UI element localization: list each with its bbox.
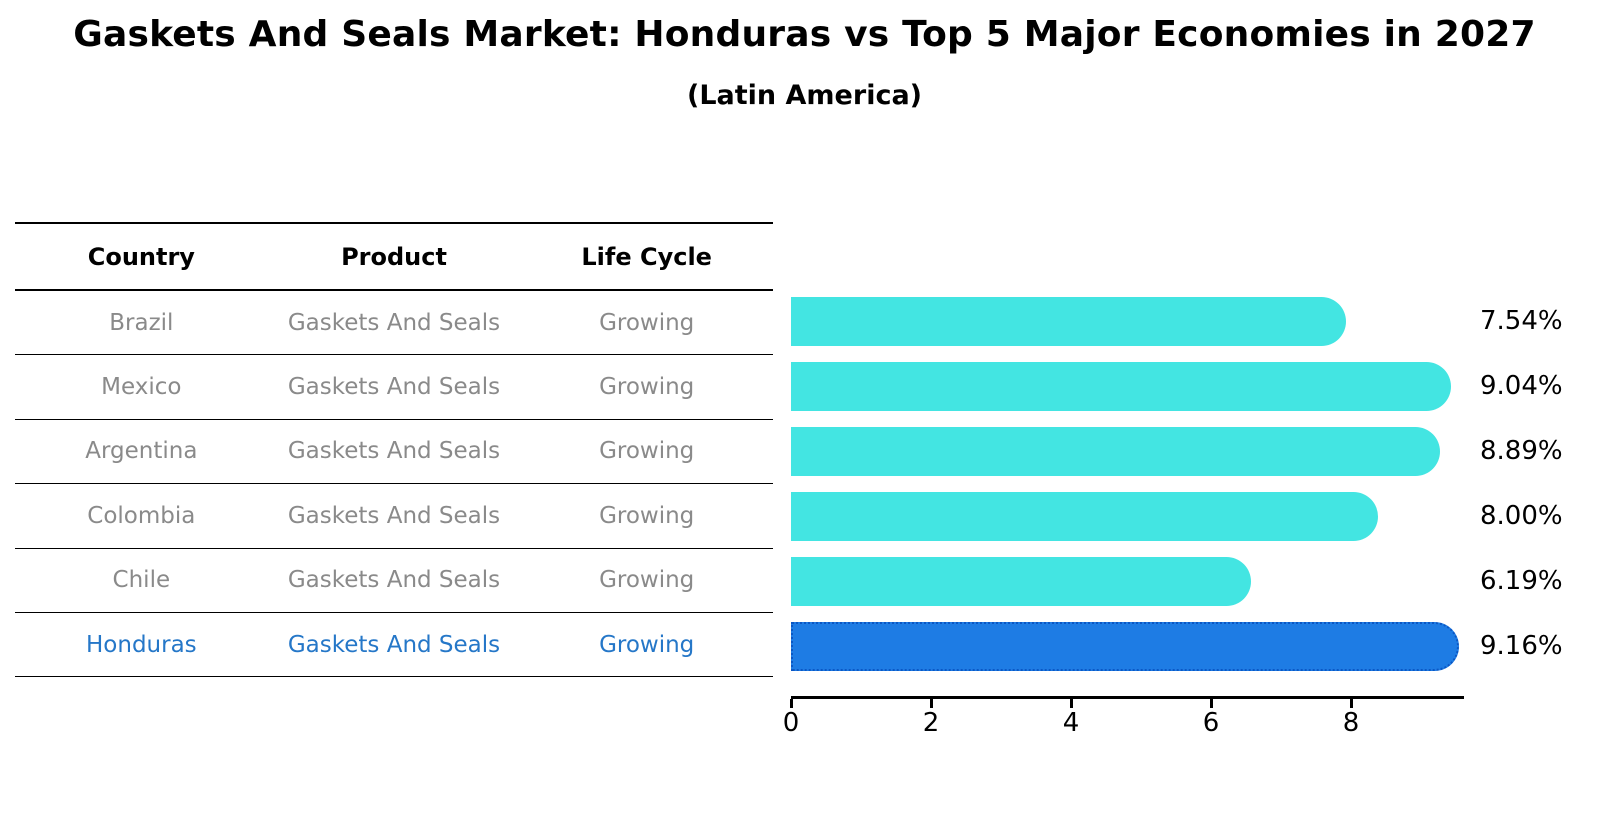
bar-brazil	[791, 297, 1346, 346]
table-row-honduras: Honduras Gaskets And Seals Growing	[15, 613, 773, 678]
bar-mexico	[791, 362, 1451, 411]
table-row-colombia: Colombia Gaskets And Seals Growing	[15, 484, 773, 549]
table-header-product: Product	[341, 242, 447, 271]
value-label-mexico: 9.04%	[1480, 371, 1563, 401]
country-cell: Chile	[112, 567, 171, 594]
x-tick-6	[1210, 699, 1213, 708]
x-tick-label-4: 4	[1062, 708, 1080, 738]
life-cycle-cell: Growing	[599, 567, 695, 594]
bar-argentina	[791, 427, 1441, 476]
country-comparison-table: Country Product Life Cycle Brazil Gaskets A…	[15, 222, 773, 678]
x-tick-8	[1350, 699, 1353, 708]
table-row-mexico: Mexico Gaskets And Seals Growing	[15, 355, 773, 420]
value-label-argentina: 8.89%	[1480, 436, 1563, 466]
table-body: Brazil Gaskets And Seals Growing Mexico Gask…	[15, 291, 773, 678]
bar-row-mexico: 9.04%	[791, 354, 1609, 419]
product-cell: Gaskets And Seals	[287, 567, 501, 594]
bar-colombia	[791, 492, 1378, 541]
life-cycle-cell: Growing	[599, 502, 695, 529]
x-tick-2	[930, 699, 933, 708]
life-cycle-cell: Growing	[599, 438, 695, 465]
country-cell: Honduras	[86, 631, 197, 658]
x-tick-label-8: 8	[1342, 708, 1360, 738]
x-tick-4	[1070, 699, 1073, 708]
product-cell: Gaskets And Seals	[287, 502, 501, 529]
bar-row-chile: 6.19%	[791, 549, 1609, 614]
bar-chile	[791, 557, 1252, 606]
bar-row-brazil: 7.54%	[791, 289, 1609, 354]
value-label-brazil: 7.54%	[1480, 306, 1563, 336]
x-tick-0	[790, 699, 793, 708]
value-label-honduras: 9.16%	[1480, 631, 1563, 661]
bar-row-honduras: 9.16%	[791, 614, 1609, 679]
x-axis-line	[791, 696, 1465, 699]
product-cell: Gaskets And Seals	[287, 438, 501, 465]
x-tick-label-6: 6	[1202, 708, 1220, 738]
highlighted-bar-honduras	[791, 622, 1460, 671]
product-cell: Gaskets And Seals	[287, 309, 501, 336]
life-cycle-cell: Growing	[599, 309, 695, 336]
bar-row-argentina: 8.89%	[791, 419, 1609, 484]
table-row-brazil: Brazil Gaskets And Seals Growing	[15, 291, 773, 356]
chart-title: Gaskets And Seals Market: Honduras vs To…	[73, 14, 1536, 55]
table-row-argentina: Argentina Gaskets And Seals Growing	[15, 420, 773, 485]
value-label-chile: 6.19%	[1480, 566, 1563, 596]
country-cell: Mexico	[101, 374, 182, 401]
value-label-colombia: 8.00%	[1480, 501, 1563, 531]
table-header-life-cycle: Life Cycle	[581, 242, 712, 271]
life-cycle-cell: Growing	[599, 374, 695, 401]
table-header-row: Country Product Life Cycle	[15, 224, 773, 291]
country-cell: Colombia	[87, 502, 196, 529]
product-cell: Gaskets And Seals	[287, 374, 501, 401]
table-row-chile: Chile Gaskets And Seals Growing	[15, 549, 773, 613]
chart-subtitle: (Latin America)	[686, 80, 923, 111]
product-cell: Gaskets And Seals	[287, 631, 501, 658]
country-cell: Argentina	[85, 438, 198, 465]
growth-bar-chart: 7.54% 9.04% 8.89% 8.00% 6.19% 9.16% 0 2 4 6 8	[783, 289, 1609, 769]
x-tick-label-2: 2	[922, 708, 940, 738]
country-cell: Brazil	[109, 309, 174, 336]
bar-row-colombia: 8.00%	[791, 484, 1609, 549]
x-tick-label-0: 0	[782, 708, 800, 738]
table-header-country: Country	[87, 242, 195, 271]
life-cycle-cell: Growing	[599, 631, 695, 658]
